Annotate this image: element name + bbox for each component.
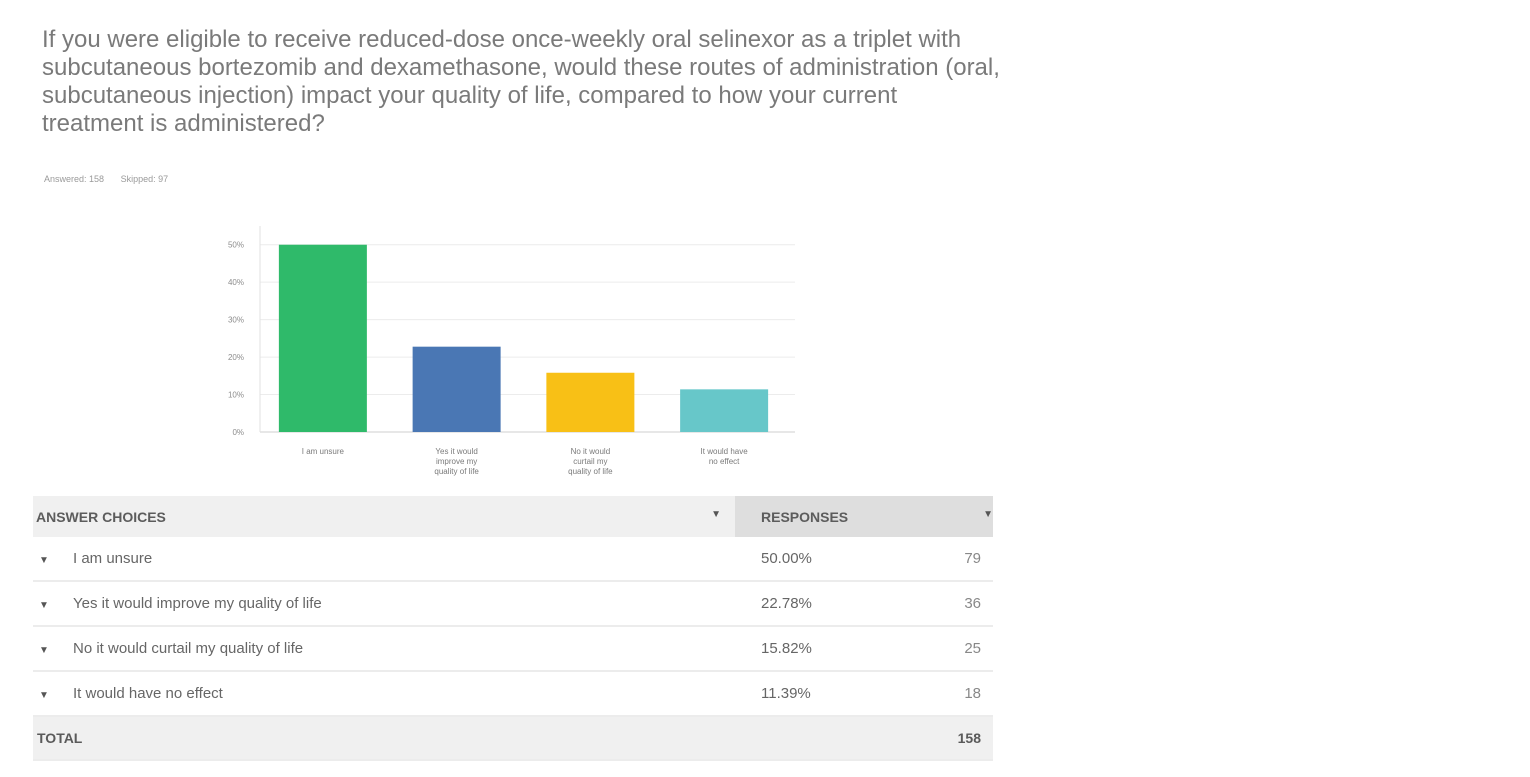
bar bbox=[546, 372, 635, 432]
choice-cell: ▼ I am unsure bbox=[33, 537, 735, 581]
x-tick-label: No it would bbox=[571, 447, 611, 456]
x-tick-label: improve my bbox=[436, 457, 477, 466]
table-row: ▼ No it would curtail my quality of life … bbox=[33, 626, 993, 671]
x-tick-label: quality of life bbox=[434, 467, 479, 476]
y-tick-label: 30% bbox=[228, 316, 244, 325]
x-tick-label: curtail my bbox=[573, 457, 607, 466]
table-row: ▼ It would have no effect 11.39% 18 bbox=[33, 671, 993, 716]
table-row: ▼ Yes it would improve my quality of life… bbox=[33, 581, 993, 626]
choice-label: Yes it would improve my quality of life bbox=[73, 595, 322, 612]
choice-label: I am unsure bbox=[73, 550, 153, 567]
question-title: If you were eligible to receive reduced-… bbox=[42, 26, 1000, 137]
count-cell: 36 bbox=[964, 595, 981, 612]
table-header-row: ANSWER CHOICES ▼ RESPONSES ▼ bbox=[33, 496, 993, 537]
count-cell: 79 bbox=[964, 550, 981, 567]
responses-label: RESPONSES bbox=[761, 508, 849, 525]
y-tick-label: 0% bbox=[232, 428, 244, 437]
percent-cell: 11.39% bbox=[761, 685, 811, 702]
x-tick-label: I am unsure bbox=[302, 447, 345, 456]
bar bbox=[278, 244, 367, 432]
total-spacer bbox=[735, 716, 921, 760]
x-tick-label: quality of life bbox=[568, 467, 613, 476]
x-tick-label: It would have bbox=[701, 447, 749, 456]
responses-header[interactable]: RESPONSES ▼ bbox=[735, 496, 993, 537]
x-tick-label: Yes it would bbox=[435, 447, 477, 456]
answer-choices-label: ANSWER CHOICES bbox=[36, 508, 166, 525]
skipped-count: Skipped: 97 bbox=[120, 174, 169, 184]
count-cell: 25 bbox=[964, 640, 981, 657]
bar bbox=[412, 346, 501, 432]
x-tick-label: no effect bbox=[709, 457, 740, 466]
expand-caret-icon[interactable]: ▼ bbox=[39, 600, 49, 611]
bar-chart: 0% 10% 20% 30% 40% 50% I am unsure Yes it would… bbox=[228, 226, 795, 476]
total-value: 158 bbox=[921, 716, 993, 760]
percent-cell: 50.00% bbox=[761, 550, 812, 567]
choice-label: No it would curtail my quality of life bbox=[73, 640, 304, 657]
y-tick-label: 20% bbox=[228, 353, 244, 362]
y-tick-label: 10% bbox=[228, 391, 244, 400]
table-row: ▼ I am unsure 50.00% 79 bbox=[33, 537, 993, 581]
y-tick-label: 40% bbox=[228, 278, 244, 287]
expand-caret-icon[interactable]: ▼ bbox=[39, 690, 49, 701]
count-cell: 18 bbox=[964, 685, 981, 702]
percent-cell: 22.78% bbox=[761, 595, 812, 612]
expand-caret-icon[interactable]: ▼ bbox=[39, 645, 49, 656]
response-meta: Answered: 158 Skipped: 97 bbox=[44, 174, 182, 184]
sort-caret-icon[interactable]: ▼ bbox=[983, 508, 993, 520]
answered-count: Answered: 158 bbox=[44, 174, 105, 184]
expand-caret-icon[interactable]: ▼ bbox=[39, 555, 49, 566]
bar bbox=[680, 389, 769, 432]
total-label: TOTAL bbox=[33, 716, 735, 760]
choice-cell: ▼ No it would curtail my quality of life bbox=[33, 626, 735, 671]
choice-cell: ▼ It would have no effect bbox=[33, 671, 735, 716]
percent-cell: 15.82% bbox=[761, 640, 812, 657]
y-tick-label: 50% bbox=[228, 241, 244, 250]
choice-label: It would have no effect bbox=[73, 685, 223, 702]
total-row: TOTAL 158 bbox=[33, 716, 993, 760]
sort-caret-icon[interactable]: ▼ bbox=[711, 508, 721, 520]
answer-table: ANSWER CHOICES ▼ RESPONSES ▼ ▼ I am unsur… bbox=[33, 496, 993, 761]
answer-choices-header[interactable]: ANSWER CHOICES ▼ bbox=[33, 496, 735, 537]
choice-cell: ▼ Yes it would improve my quality of life bbox=[33, 581, 735, 626]
